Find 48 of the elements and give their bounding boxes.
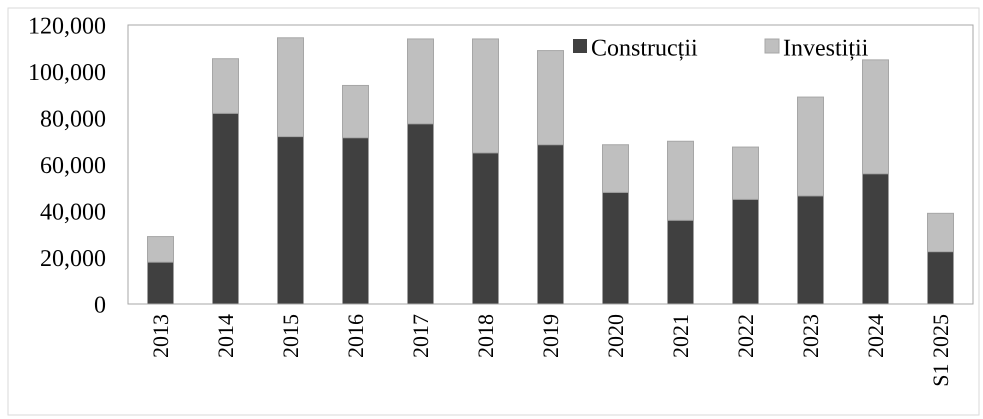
bar (212, 58, 239, 114)
bar (147, 236, 174, 263)
x-tick-label: 2022 (733, 314, 758, 358)
legend-label: Construcții (591, 35, 698, 62)
bar (667, 140, 694, 221)
bar (278, 136, 304, 304)
y-tick-label: 60,000 (40, 152, 106, 179)
bar (538, 144, 564, 304)
x-tick-label: 2016 (343, 314, 368, 358)
bar (732, 199, 758, 304)
x-tick-label: 2013 (148, 314, 174, 358)
bar (472, 152, 498, 304)
bar (602, 192, 628, 304)
y-tick-label: 20,000 (40, 246, 106, 272)
bar (342, 84, 369, 138)
bar (602, 144, 629, 193)
y-tick-label: 40,000 (40, 199, 106, 226)
y-tick-label: 120,000 (28, 13, 106, 40)
bar (732, 146, 759, 200)
bar (472, 38, 499, 154)
bar (407, 38, 434, 124)
bar (408, 124, 434, 304)
x-tick-label: S1 2025 (928, 314, 954, 387)
x-tick-label: 2024 (863, 314, 888, 358)
bar (148, 262, 174, 304)
x-tick-label: 2015 (278, 314, 304, 358)
x-tick-label: 2018 (473, 314, 498, 358)
x-tick-label: 2020 (603, 314, 628, 358)
bar (212, 113, 238, 304)
bar (797, 96, 824, 196)
bar (277, 37, 304, 138)
bar (928, 252, 954, 304)
bar (342, 138, 368, 304)
bar (862, 59, 889, 174)
bar (862, 174, 888, 304)
y-tick-label: 100,000 (28, 60, 106, 86)
x-tick-label: 2014 (213, 314, 238, 358)
bar (537, 50, 564, 146)
bar (927, 212, 954, 252)
y-tick-label: 80,000 (40, 106, 106, 132)
bar (668, 220, 694, 304)
x-tick-label: 2021 (668, 314, 694, 358)
x-tick-label: 2023 (798, 314, 824, 358)
x-tick-label: 2017 (408, 314, 434, 358)
y-tick-label: 0 (94, 292, 106, 318)
bar (798, 196, 824, 304)
legend-label: Investiții (783, 35, 869, 62)
x-tick-label: 2019 (538, 314, 564, 358)
